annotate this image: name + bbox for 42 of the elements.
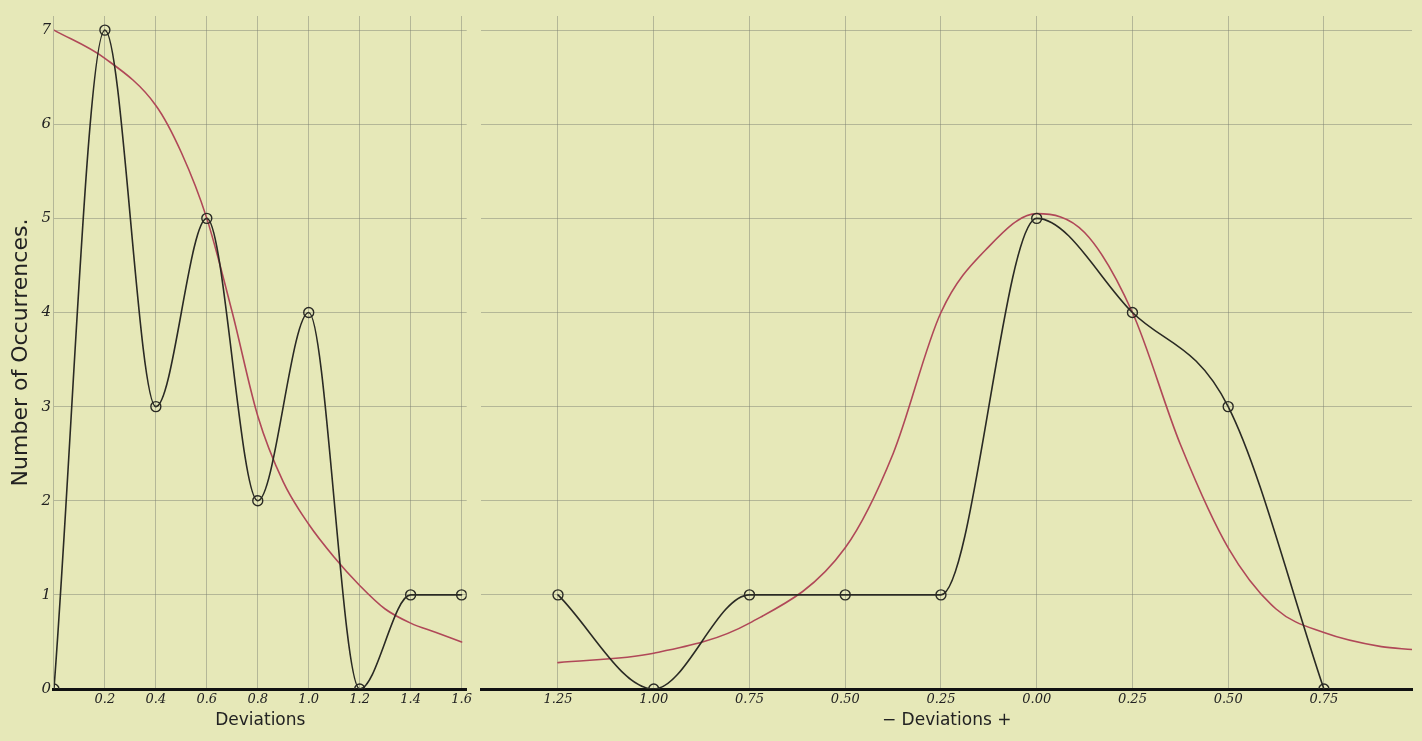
point: [1031, 212, 1043, 225]
x-tick-label: 0.6: [196, 691, 218, 707]
point: [303, 306, 315, 319]
x-tick-label: 0.25: [926, 691, 956, 707]
y-tick-label: 0: [41, 678, 52, 697]
y-tick-label: 3: [41, 396, 51, 415]
y-tick-label: 5: [41, 208, 51, 227]
x-tick-label: 0.75: [735, 691, 764, 707]
point: [839, 589, 851, 601]
x-tick-label: 0.8: [247, 691, 269, 707]
x-tick-label: 0.00: [1022, 691, 1052, 707]
y-tick-label: 2: [40, 490, 51, 509]
point: [552, 589, 564, 601]
x-tick-label: 1.25: [543, 691, 573, 707]
point: [1222, 400, 1234, 413]
point: [252, 495, 264, 507]
x-tick-label: 1.0: [298, 691, 320, 707]
x-axis-title: − Deviations +: [881, 709, 1012, 730]
y-tick-label: 4: [40, 302, 51, 321]
x-tick-label: 0.4: [145, 691, 167, 707]
y-tick-label: 1: [41, 584, 51, 603]
x-tick-label: 1.4: [400, 691, 421, 707]
point: [99, 24, 111, 36]
x-axis-title: Deviations: [215, 709, 306, 730]
point: [743, 589, 756, 601]
x-tick-label: 0.50: [830, 691, 860, 707]
x-tick-label: 0.2: [94, 691, 116, 707]
x-tick-label: 0.50: [1213, 691, 1243, 707]
point: [201, 212, 213, 225]
x-tick-label: 0.25: [1117, 691, 1147, 707]
y-axis-title: Number of Occurrences.: [6, 218, 32, 487]
x-tick-label: 1.6: [451, 691, 472, 707]
x-tick-label: 1.2: [349, 691, 371, 707]
y-tick-label: 7: [41, 20, 52, 39]
point: [150, 400, 162, 413]
point: [935, 589, 947, 601]
x-tick-label: 0.75: [1309, 691, 1339, 707]
y-tick-label: 6: [41, 114, 52, 133]
point: [455, 589, 467, 601]
point: [404, 589, 417, 601]
point: [1126, 306, 1139, 319]
x-tick-label: 1.00: [639, 691, 669, 707]
